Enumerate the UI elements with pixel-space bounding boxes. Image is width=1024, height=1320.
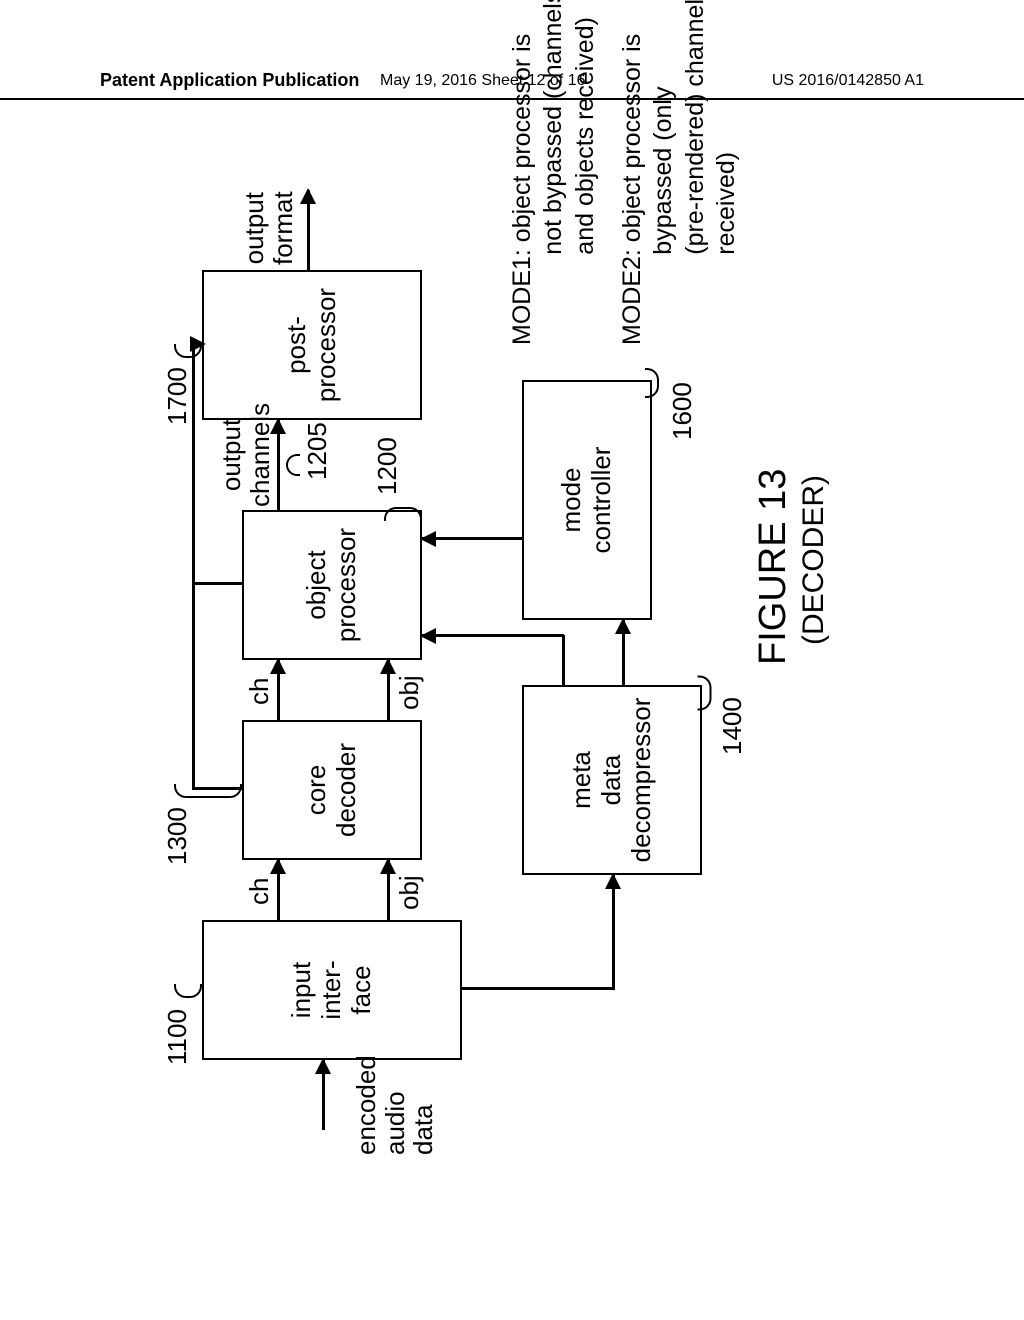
arrow-post-output xyxy=(307,190,310,270)
box-mode-controller-label: mode controller xyxy=(557,447,617,554)
arrow-encoded-to-input xyxy=(322,1060,325,1130)
arrow-input-core-obj xyxy=(387,860,390,920)
leader-1300 xyxy=(174,784,242,798)
leader-1400 xyxy=(698,676,712,711)
leader-1205 xyxy=(286,454,300,476)
mode1-text: MODE1: object processor is not bypassed … xyxy=(507,0,601,345)
leader-1100 xyxy=(174,984,202,998)
ref-1100: 1100 xyxy=(162,1009,193,1065)
arrow-core-obj-obj xyxy=(387,660,390,720)
arrow-objproc-post xyxy=(277,420,280,510)
bypass-seg-objproc xyxy=(192,583,242,586)
label-encoded: encoded audio data xyxy=(352,1055,438,1155)
arrow-core-obj-ch xyxy=(277,660,280,720)
label-ch2: ch xyxy=(245,678,274,705)
arrow-meta-obj-h xyxy=(562,635,565,685)
box-core-decoder-label: core decoder xyxy=(302,743,362,837)
ref-1205: 1205 xyxy=(302,422,333,480)
label-output-format: output format xyxy=(240,191,297,265)
box-object-processor-label: object processor xyxy=(302,528,362,642)
bypass-seg1 xyxy=(192,788,242,791)
box-input-interface: input inter- face xyxy=(202,920,462,1060)
bypass-seg2 xyxy=(192,345,195,790)
box-meta-decompressor: meta data decompressor xyxy=(522,685,702,875)
figure-title: FIGURE 13 xyxy=(752,469,795,665)
arrow-meta-mode xyxy=(622,620,625,685)
ref-1700: 1700 xyxy=(162,367,193,425)
mode2-text: MODE2: object processor is bypassed (onl… xyxy=(617,0,742,345)
arrow-mode-objproc xyxy=(422,538,522,541)
arrow-input-meta-h xyxy=(612,875,615,990)
label-ch1: ch xyxy=(245,878,274,905)
box-mode-controller: mode controller xyxy=(522,380,652,620)
leader-1200 xyxy=(384,507,422,521)
bypass-seg3 xyxy=(192,343,204,346)
box-post-processor: post- processor xyxy=(202,270,422,420)
label-obj1: obj xyxy=(395,875,424,910)
ref-1600: 1600 xyxy=(667,382,698,440)
ref-1200: 1200 xyxy=(372,437,403,495)
leader-1600 xyxy=(645,368,659,398)
figure-subtitle: (DECODER) xyxy=(797,475,831,645)
label-obj2: obj xyxy=(395,675,424,710)
arrow-meta-obj-v xyxy=(422,635,564,638)
figure-diagram: input inter- face core decoder object pr… xyxy=(92,40,932,1120)
box-object-processor: object processor xyxy=(242,510,422,660)
box-post-processor-label: post- processor xyxy=(282,288,342,402)
box-input-interface-label: input inter- face xyxy=(287,960,377,1019)
arrow-input-core-ch xyxy=(277,860,280,920)
ref-1300: 1300 xyxy=(162,807,193,865)
ref-1400: 1400 xyxy=(717,697,748,755)
box-core-decoder: core decoder xyxy=(242,720,422,860)
box-meta-decompressor-label: meta data decompressor xyxy=(567,698,657,863)
arrow-input-meta-v xyxy=(462,988,612,991)
label-output-channels: output channels xyxy=(217,403,274,507)
